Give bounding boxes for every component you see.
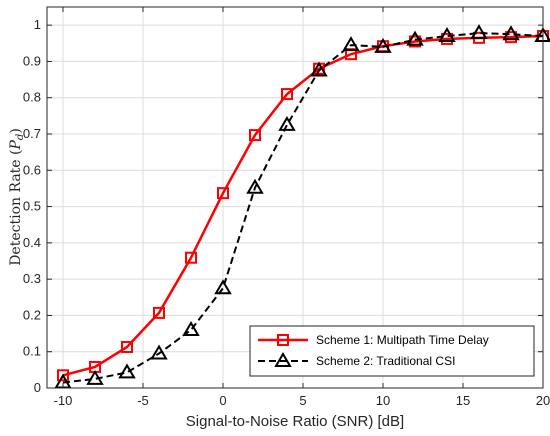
y-axis-label-main: Detection Rate ( (8, 150, 24, 266)
triangle-marker (310, 61, 328, 77)
y-tick-label: 0.1 (23, 344, 41, 359)
triangle-marker (470, 24, 488, 40)
y-tick-label: 0.5 (23, 199, 41, 214)
x-tick-label: -5 (137, 393, 149, 408)
legend: Scheme 1: Multipath Time Delay Scheme 2: … (249, 325, 535, 377)
y-tick-label: 0.3 (23, 271, 41, 286)
y-tick-label: 1 (34, 17, 41, 32)
y-tick-label: 0.2 (23, 307, 41, 322)
series-line (62, 34, 544, 377)
y-tick-label: 0.7 (23, 126, 41, 141)
y-tick-label: 0.9 (23, 53, 41, 68)
triangle-marker (406, 30, 424, 46)
triangle-marker (278, 115, 296, 131)
y-axis-label-italic: P (8, 140, 24, 151)
x-tick-label: 0 (219, 393, 226, 408)
triangle-marker (438, 27, 456, 43)
series-line (62, 32, 544, 384)
triangle-marker (182, 320, 200, 336)
x-tick-label: -10 (54, 393, 73, 408)
x-tick-label: 10 (376, 393, 390, 408)
y-axis-label-subscript: d (15, 134, 26, 140)
square-marker (217, 187, 229, 200)
square-marker (185, 251, 197, 264)
triangle-marker (502, 25, 520, 41)
y-tick-label: 0.6 (23, 162, 41, 177)
legend-triangle-marker (274, 352, 292, 367)
triangle-marker (150, 344, 168, 360)
triangle-marker (86, 369, 104, 385)
square-marker (249, 129, 261, 142)
legend-entry-label: Scheme 1: Multipath Time Delay (316, 333, 489, 347)
x-tick-label: 20 (536, 393, 550, 408)
triangle-marker (374, 37, 392, 53)
x-tick-label: 15 (456, 393, 470, 408)
legend-square-marker (277, 334, 289, 346)
square-marker (281, 88, 293, 101)
triangle-marker (246, 178, 264, 194)
x-tick-label: 5 (299, 393, 306, 408)
y-axis-label: Detection Rate (Pd) (8, 128, 26, 266)
square-marker (153, 306, 165, 319)
x-axis-label: Signal-to-Noise Ratio (SNR) [dB] (186, 413, 404, 430)
legend-entry-label: Scheme 2: Traditional CSI (316, 354, 455, 368)
y-tick-label: 0.8 (23, 90, 41, 105)
legend-box (249, 325, 535, 377)
triangle-marker (214, 279, 232, 295)
axis-ticks: -10 -5 0 5 10 15 20 0 0.1 0.2 0.3 0.4 0.5 0.6 0.7 0.8 0.… (23, 7, 550, 408)
y-axis-label-close: ) (8, 128, 24, 133)
y-tick-label: 0 (34, 380, 41, 395)
square-marker (57, 369, 69, 382)
square-marker (121, 340, 133, 353)
triangle-marker (342, 36, 360, 52)
series-layer (54, 24, 550, 389)
series-group (54, 24, 550, 389)
plot-area-frame (46, 6, 544, 389)
triangle-marker (118, 363, 136, 379)
y-tick-label: 0.4 (23, 235, 41, 250)
